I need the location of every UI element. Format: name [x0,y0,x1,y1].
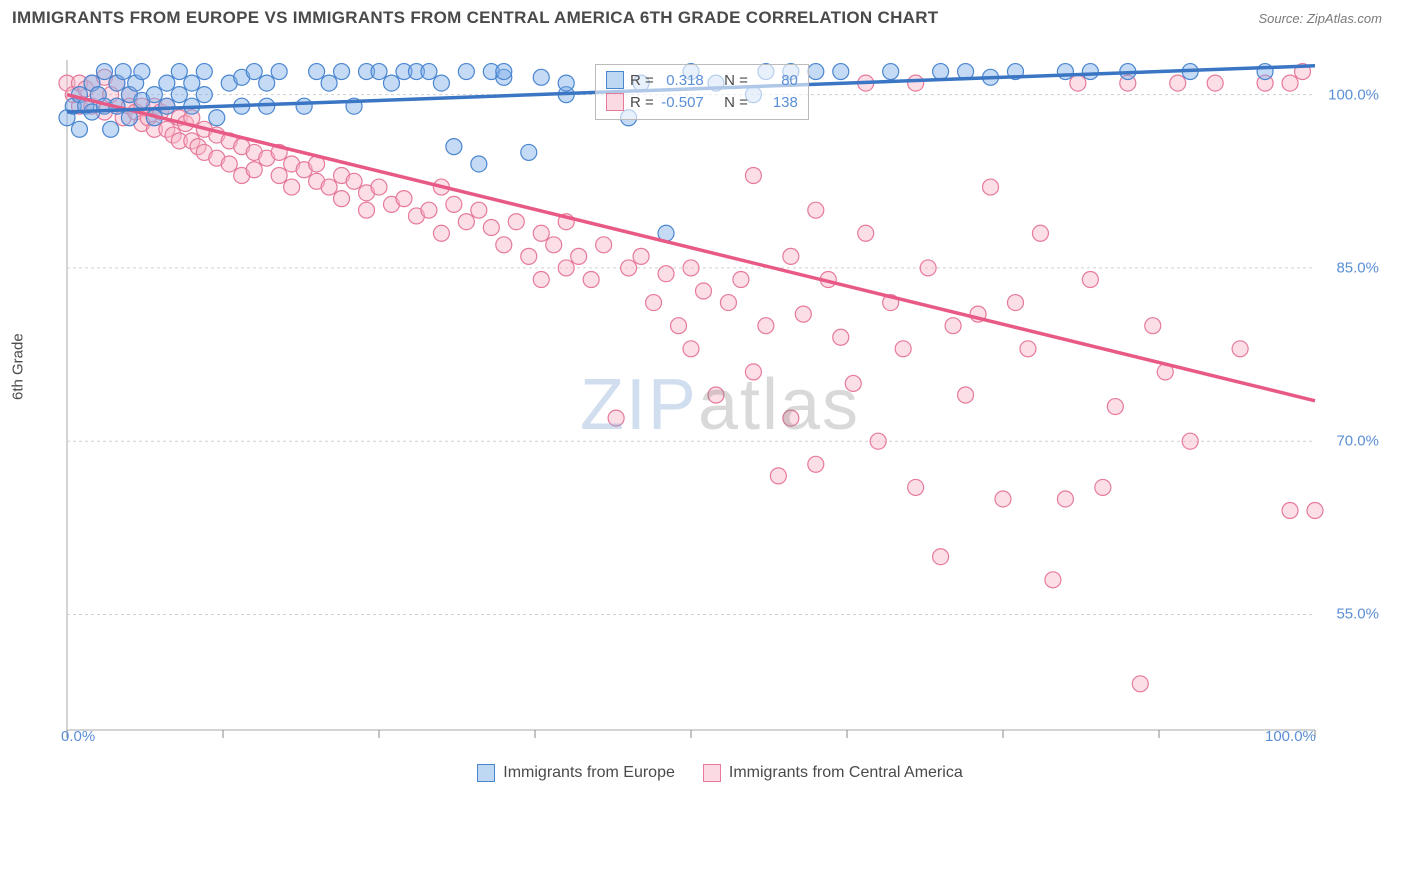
y-tick-label: 55.0% [1336,606,1379,623]
series-legend: Immigrants from Europe Immigrants from C… [55,764,1385,782]
swatch-central-america-icon [703,764,721,782]
swatch-central-america [606,93,624,111]
n-value-central-america: 138 [754,94,798,111]
y-tick-label: 85.0% [1336,259,1379,276]
r-value-central-america: -0.507 [660,94,704,111]
y-tick-label: 100.0% [1328,86,1379,103]
swatch-europe [606,71,624,89]
n-value-europe: 80 [754,72,798,89]
x-tick-labels: 0.0% 100.0% [55,728,1385,748]
source-attribution: Source: ZipAtlas.com [1258,11,1382,26]
legend-item-europe: Immigrants from Europe [477,764,675,782]
legend-row-central-america: R = -0.507 N = 138 [606,91,798,113]
legend-label-central-america: Immigrants from Central America [729,764,963,782]
y-tick-label: 70.0% [1336,433,1379,450]
swatch-europe-icon [477,764,495,782]
correlation-legend: R = 0.318 N = 80 R = -0.507 N = 138 [595,64,809,120]
r-value-europe: 0.318 [660,72,704,89]
scatter-plot: ZIPatlas R = 0.318 N = 80 R = -0.507 N =… [55,40,1385,800]
legend-row-europe: R = 0.318 N = 80 [606,69,798,91]
chart-header: IMMIGRANTS FROM EUROPE VS IMMIGRANTS FRO… [0,0,1406,36]
y-tick-labels: 55.0% 70.0% 85.0% 100.0% [1317,40,1387,720]
plot-svg [55,40,1385,800]
chart-title: IMMIGRANTS FROM EUROPE VS IMMIGRANTS FRO… [12,8,938,28]
y-axis-label: 6th Grade [10,333,27,400]
legend-item-central-america: Immigrants from Central America [703,764,963,782]
x-tick-label: 0.0% [61,728,95,745]
x-tick-label: 100.0% [1265,728,1316,745]
legend-label-europe: Immigrants from Europe [503,764,675,782]
